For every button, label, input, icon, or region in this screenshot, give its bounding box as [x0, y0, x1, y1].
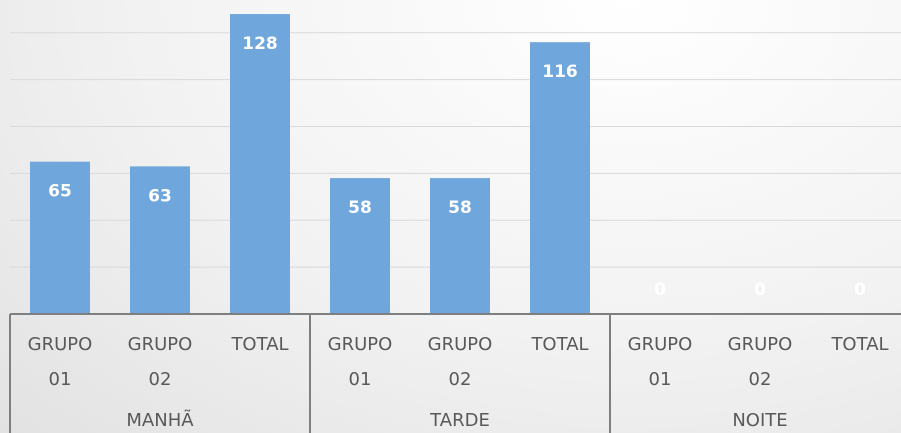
data-label: 63: [148, 186, 172, 206]
x-tick-label: GRUPO 02: [727, 334, 793, 390]
data-label: 0: [654, 280, 666, 300]
data-label: 58: [448, 198, 472, 218]
bar: [230, 14, 290, 315]
data-label: 0: [754, 280, 766, 300]
bar: [530, 42, 590, 314]
x-tick-label: GRUPO 01: [327, 334, 393, 390]
bar: [30, 161, 90, 314]
x-tick-label: GRUPO 02: [127, 334, 193, 390]
x-tick-label: GRUPO 01: [27, 334, 93, 390]
data-label: 58: [348, 198, 372, 218]
group-label: MANHÃ: [126, 410, 194, 431]
data-label: 116: [542, 62, 578, 82]
x-tick-label: TOTAL: [531, 334, 589, 355]
bar: [430, 178, 490, 314]
x-tick-label: GRUPO 02: [427, 334, 493, 390]
x-tick-label: GRUPO 01: [627, 334, 693, 390]
group-label: NOITE: [732, 410, 788, 431]
group-label: TARDE: [430, 410, 490, 431]
data-label: 0: [854, 280, 866, 300]
x-tick-label: TOTAL: [831, 334, 889, 355]
bar: [130, 166, 190, 314]
data-label: 128: [242, 34, 278, 54]
bar: [330, 178, 390, 314]
data-label: 65: [48, 182, 72, 202]
x-tick-label: TOTAL: [231, 334, 289, 355]
